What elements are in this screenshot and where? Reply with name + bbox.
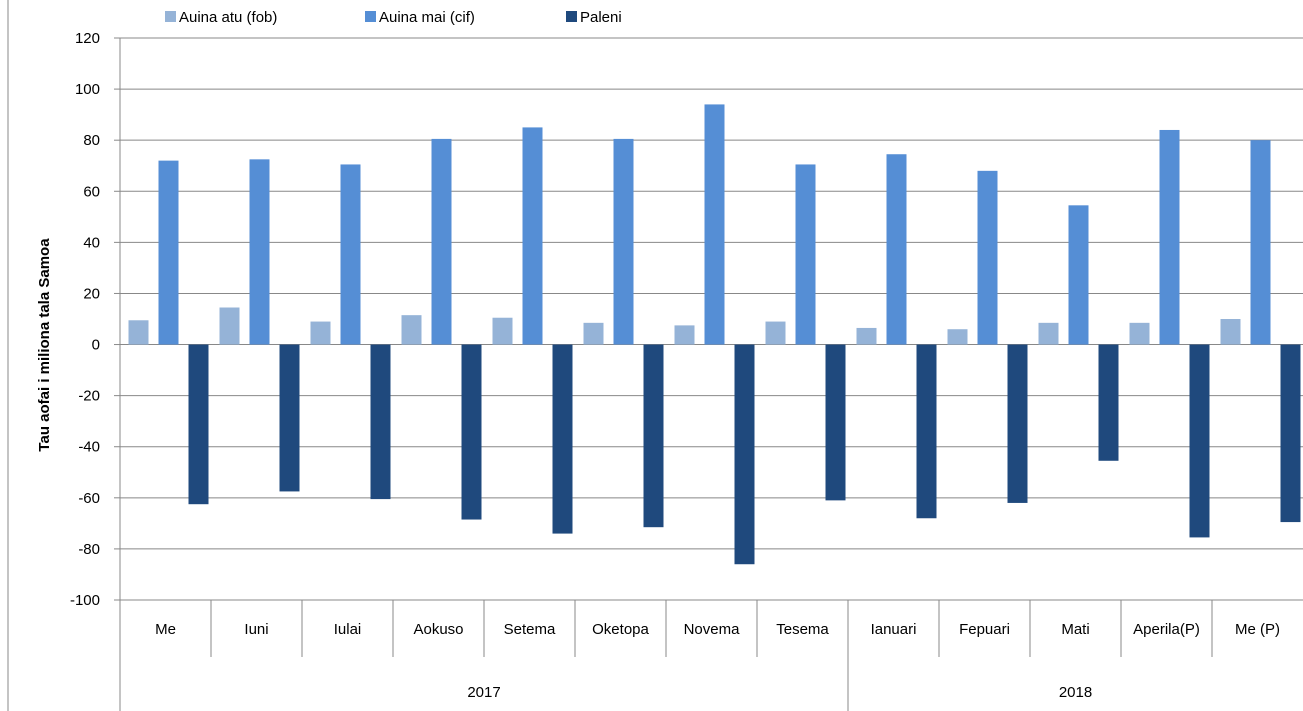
x-tick-label: Novema xyxy=(684,621,741,638)
x-tick-label: Iuni xyxy=(244,621,268,638)
bar xyxy=(1220,319,1241,345)
x-tick-label: Oketopa xyxy=(592,621,649,638)
x-tick-label: Setema xyxy=(504,621,556,638)
y-tick-label: -80 xyxy=(78,541,100,558)
bar xyxy=(947,329,968,345)
bar xyxy=(1189,344,1210,538)
bar xyxy=(1159,129,1180,345)
bar xyxy=(1068,205,1089,345)
y-tick-label: 40 xyxy=(83,234,100,251)
bar xyxy=(613,138,634,345)
y-tick-label: 0 xyxy=(92,337,100,354)
legend-label: Auina mai (cif) xyxy=(379,9,475,26)
bar xyxy=(279,344,300,492)
x-group-label: 2017 xyxy=(467,684,500,701)
bar xyxy=(583,322,604,345)
bar xyxy=(1038,322,1059,345)
bar xyxy=(1098,344,1119,461)
bar xyxy=(704,104,725,345)
y-tick-label: -40 xyxy=(78,439,100,456)
y-tick-label: 60 xyxy=(83,183,100,200)
x-tick-label: Ianuari xyxy=(871,621,917,638)
legend-label: Auina atu (fob) xyxy=(179,9,277,26)
bar xyxy=(886,154,907,345)
bar xyxy=(310,321,331,345)
y-tick-label: 80 xyxy=(83,132,100,149)
bar xyxy=(825,344,846,501)
bar xyxy=(249,159,270,345)
bar xyxy=(916,344,937,519)
legend-swatch xyxy=(566,11,577,22)
y-tick-label: 120 xyxy=(75,30,100,47)
bar xyxy=(431,138,452,345)
x-tick-label: Tesema xyxy=(776,621,829,638)
bar xyxy=(1007,344,1028,503)
y-tick-label: 100 xyxy=(75,81,100,98)
x-axis: Me Iuni Iulai Aokuso Setema Oketopa Novema Tese… xyxy=(155,600,1280,711)
bar xyxy=(1250,140,1271,345)
y-tick-label: 20 xyxy=(83,285,100,302)
bar xyxy=(977,170,998,345)
bar xyxy=(219,307,240,345)
x-tick-label: Fepuari xyxy=(959,621,1010,638)
bar xyxy=(158,160,179,345)
y-axis-ticks: 120 100 80 60 40 20 0 -20 -40 -60 -80 -100 xyxy=(7,0,121,711)
legend-swatch xyxy=(365,11,376,22)
bar xyxy=(128,320,149,345)
bar xyxy=(795,164,816,345)
y-tick-label: -60 xyxy=(78,490,100,507)
y-tick-label: -20 xyxy=(78,388,100,405)
bar xyxy=(340,164,361,345)
bar xyxy=(370,344,391,500)
bar xyxy=(461,344,482,520)
bar xyxy=(522,127,543,345)
x-tick-label: Me (P) xyxy=(1235,621,1280,638)
bar xyxy=(643,344,664,528)
y-tick-label: -100 xyxy=(70,592,100,609)
legend-swatch xyxy=(165,11,176,22)
x-tick-label: Aperila(P) xyxy=(1133,621,1200,638)
bar xyxy=(1280,344,1301,523)
bar xyxy=(552,344,573,534)
bar xyxy=(674,325,695,345)
legend-label: Paleni xyxy=(580,9,622,26)
bar xyxy=(401,315,422,345)
legend: Auina atu (fob) Auina mai (cif) Paleni xyxy=(165,9,622,26)
bar xyxy=(492,317,513,345)
x-tick-label: Me xyxy=(155,621,176,638)
bar xyxy=(188,344,209,505)
x-tick-label: Aokuso xyxy=(413,621,463,638)
bar xyxy=(856,327,877,345)
x-tick-label: Mati xyxy=(1061,621,1089,638)
x-tick-label: Iulai xyxy=(334,621,362,638)
bar xyxy=(734,344,755,565)
bar xyxy=(1129,322,1150,345)
x-group-label: 2018 xyxy=(1059,684,1092,701)
bars xyxy=(128,104,1301,565)
bar xyxy=(765,321,786,345)
y-axis-label: Tau aofai i miliona tala Samoa xyxy=(36,238,53,452)
